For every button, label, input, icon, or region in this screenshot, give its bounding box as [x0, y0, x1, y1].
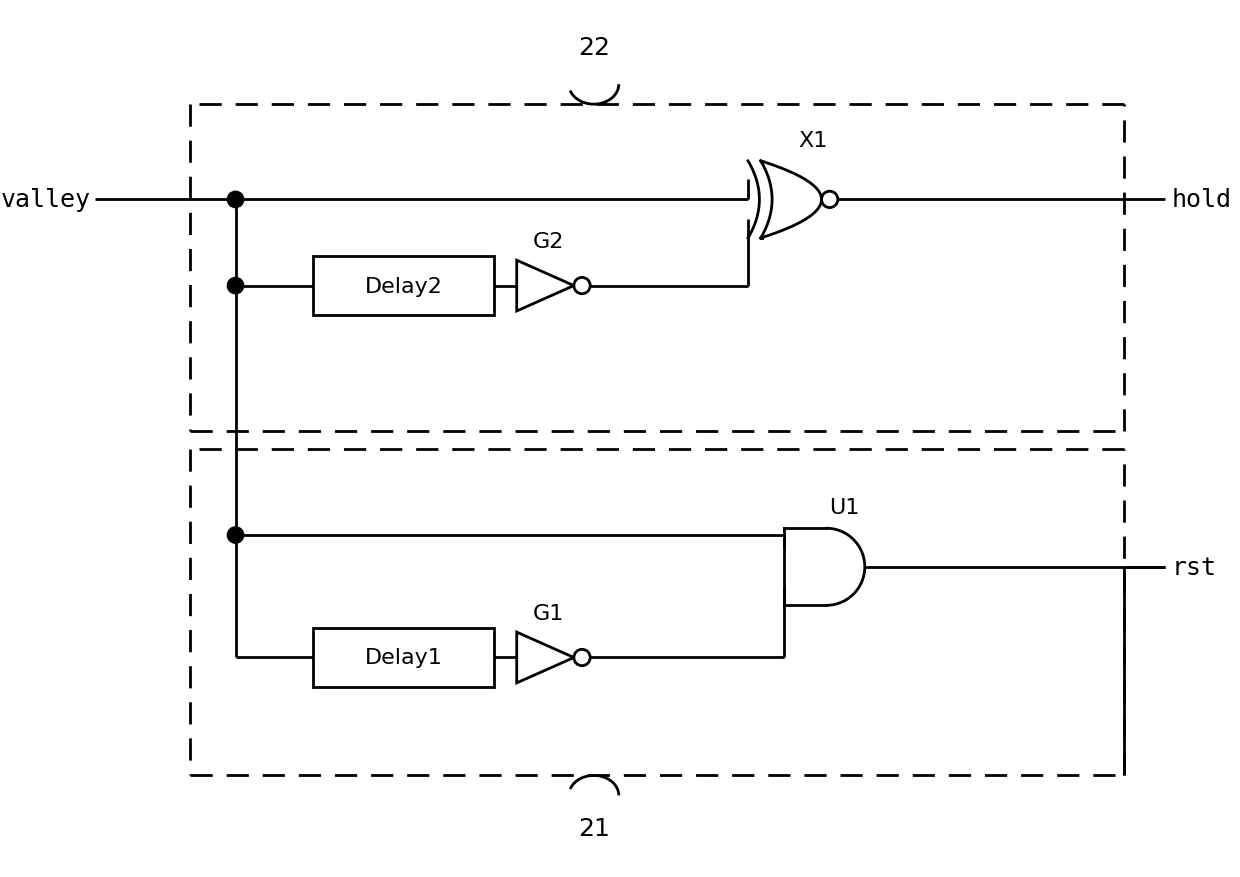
- Circle shape: [227, 527, 244, 544]
- Circle shape: [574, 278, 590, 295]
- Circle shape: [227, 278, 244, 295]
- Text: valley: valley: [0, 189, 91, 212]
- Text: X1: X1: [799, 131, 828, 151]
- Text: Delay1: Delay1: [365, 648, 443, 667]
- Circle shape: [574, 650, 590, 666]
- Text: rst: rst: [1172, 555, 1216, 579]
- Text: 22: 22: [578, 36, 610, 60]
- Text: U1: U1: [830, 498, 859, 517]
- Text: G2: G2: [533, 232, 564, 252]
- Bar: [312, 628, 494, 688]
- Text: G1: G1: [533, 603, 564, 624]
- Circle shape: [227, 192, 244, 209]
- Text: hold: hold: [1172, 189, 1231, 212]
- Circle shape: [822, 192, 838, 209]
- Text: Delay2: Delay2: [365, 276, 443, 296]
- Text: 21: 21: [578, 816, 610, 840]
- Bar: [312, 257, 494, 316]
